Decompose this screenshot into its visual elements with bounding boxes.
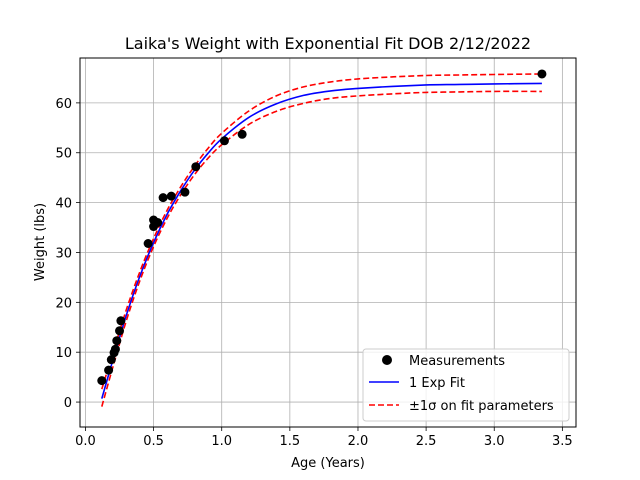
x-tick-label: 0.5: [143, 434, 164, 449]
x-tick-label: 1.0: [211, 434, 232, 449]
measurement-point: [166, 191, 176, 201]
chart-title: Laika's Weight with Exponential Fit DOB …: [125, 34, 531, 53]
measurement-point: [116, 316, 126, 326]
x-tick-label: 0.0: [75, 434, 96, 449]
legend-label-bounds: ±1σ on fit parameters: [409, 399, 554, 414]
y-tick-label: 20: [55, 296, 72, 311]
y-tick-label: 30: [55, 246, 72, 261]
measurement-point: [110, 344, 120, 354]
legend-marker-measurements: [382, 355, 392, 365]
legend: Measurements 1 Exp Fit ±1σ on fit parame…: [362, 348, 570, 422]
legend-box: [362, 348, 570, 422]
measurement-point: [104, 365, 114, 375]
lower-bound-curve: [101, 90, 542, 407]
measurement-point: [115, 326, 125, 336]
x-tick-label: 1.5: [280, 434, 301, 449]
plot-frame: [79, 57, 577, 428]
x-tick-label: 3.0: [484, 434, 505, 449]
axis-ticks: 0.0 0.5 1.0 1.5 2.0 2.5 3.0 3.5 0 10 20 30 40 50 60: [55, 97, 572, 449]
measurement-point: [143, 238, 153, 248]
legend-label-fit: 1 Exp Fit: [409, 376, 465, 391]
x-tick-label: 2.0: [348, 434, 369, 449]
y-tick-label: 60: [55, 97, 72, 112]
y-tick-label: 40: [55, 197, 72, 212]
upper-bound-curve: [101, 73, 542, 390]
measurement-point: [158, 193, 168, 203]
measurement-point: [97, 376, 107, 386]
measurement-point: [537, 69, 547, 79]
y-axis-label: Weight (lbs): [33, 203, 48, 281]
measurement-point: [180, 187, 190, 197]
fit-curve: [101, 82, 542, 399]
measurement-point: [112, 336, 122, 346]
measurement-point: [237, 129, 247, 139]
x-axis-label: Age (Years): [291, 456, 365, 471]
x-tick-label: 3.5: [552, 434, 573, 449]
measurement-point: [191, 162, 201, 172]
y-tick-label: 50: [55, 147, 72, 162]
x-tick-label: 2.5: [416, 434, 437, 449]
y-tick-label: 10: [55, 346, 72, 361]
plot-series: [97, 69, 547, 407]
y-tick-label: 0: [64, 396, 72, 411]
measurement-point: [106, 355, 116, 365]
legend-label-measurements: Measurements: [409, 354, 505, 369]
measurement-point: [219, 136, 229, 146]
measurement-point: [153, 218, 163, 228]
